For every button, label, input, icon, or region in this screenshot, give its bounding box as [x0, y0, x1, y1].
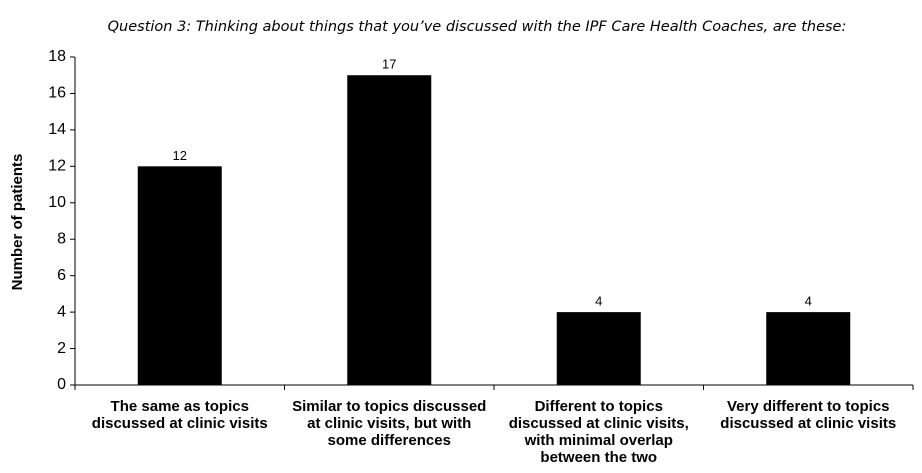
x-tick-label: Different to topics discussed at clinic … [508, 398, 689, 466]
y-tick-label: 18 [48, 48, 66, 65]
bar [766, 312, 851, 385]
x-tick-label: Similar to topics discussed at clinic vi… [292, 398, 487, 449]
y-tick-label: 14 [48, 121, 66, 138]
y-tick-label: 2 [57, 340, 66, 357]
bar [347, 75, 432, 385]
x-tick-label: Very different to topics discussed at cl… [720, 398, 897, 432]
y-tick-label: 8 [57, 230, 66, 247]
bar [137, 166, 222, 385]
y-tick-label: 16 [48, 85, 66, 102]
chart-title: Question 3: Thinking about things that y… [108, 19, 847, 35]
y-tick-label: 10 [48, 194, 66, 211]
y-tick-label: 4 [57, 303, 66, 320]
y-axis-label: Number of patients [9, 154, 26, 291]
x-tick-label: The same as topics discussed at clinic v… [91, 398, 268, 432]
value-label: 4 [805, 294, 812, 309]
y-tick-label: 0 [57, 376, 66, 393]
bar [556, 312, 641, 385]
value-label: 17 [382, 57, 396, 72]
y-tick-label: 12 [48, 158, 66, 175]
value-label: 4 [595, 294, 602, 309]
value-label: 12 [173, 148, 187, 163]
y-tick-label: 6 [57, 267, 66, 284]
